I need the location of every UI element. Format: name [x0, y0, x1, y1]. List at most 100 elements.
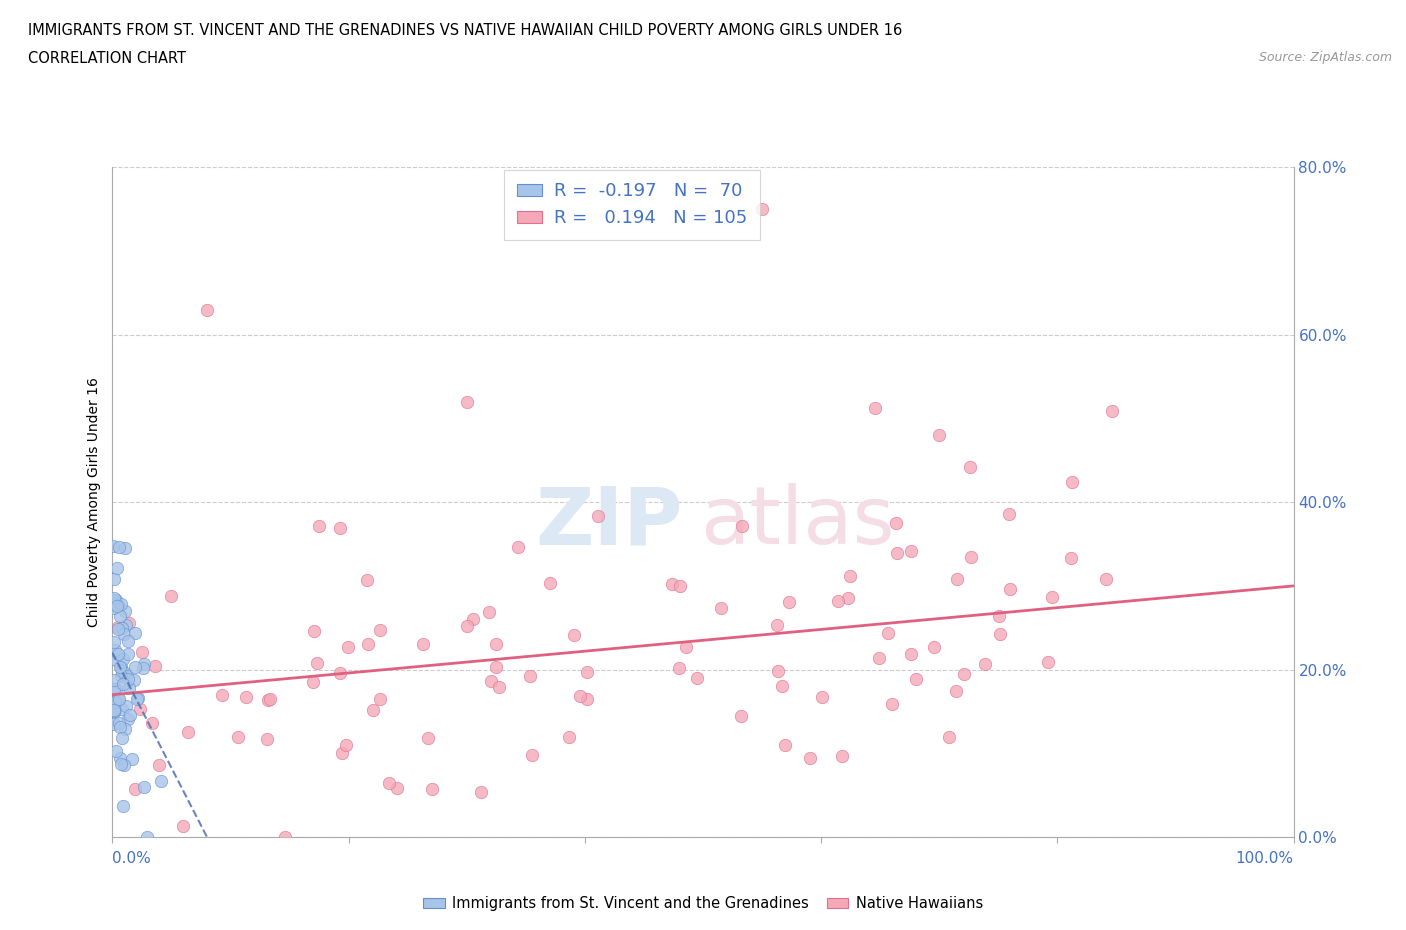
Point — [669, 578, 692, 593]
Point — [127, 692, 149, 707]
Text: CORRELATION CHART: CORRELATION CHART — [28, 51, 186, 66]
Point — [101, 595, 124, 610]
Point — [259, 692, 281, 707]
Point — [108, 608, 131, 623]
Point — [675, 640, 697, 655]
Point — [104, 695, 127, 710]
Text: atlas: atlas — [700, 484, 894, 562]
Point — [838, 569, 860, 584]
Point — [865, 401, 887, 416]
Point — [1038, 655, 1060, 670]
Point — [799, 751, 821, 765]
Point — [103, 571, 125, 586]
Point — [831, 749, 853, 764]
Point — [105, 593, 128, 608]
Point — [479, 673, 502, 688]
Point — [124, 781, 146, 796]
Point — [305, 656, 328, 671]
Point — [960, 550, 983, 565]
Point — [127, 691, 149, 706]
Point — [101, 598, 124, 613]
Point — [195, 302, 218, 317]
Point — [110, 659, 132, 674]
Point — [114, 666, 136, 681]
Y-axis label: Child Poverty Among Girls Under 16: Child Poverty Among Girls Under 16 — [87, 378, 101, 627]
Point — [731, 519, 754, 534]
Point — [575, 664, 598, 679]
Point — [103, 716, 125, 731]
Point — [361, 702, 384, 717]
Point — [105, 682, 128, 697]
Point — [998, 581, 1021, 596]
Point — [337, 639, 360, 654]
Point — [148, 757, 170, 772]
Point — [710, 600, 733, 615]
Point — [114, 604, 136, 618]
Point — [121, 751, 143, 766]
Point — [103, 672, 125, 687]
Point — [837, 591, 859, 605]
Point — [330, 746, 353, 761]
Point — [117, 616, 139, 631]
Point — [357, 636, 380, 651]
Point — [226, 730, 249, 745]
Point — [110, 597, 132, 612]
Point — [868, 650, 890, 665]
Point — [111, 620, 134, 635]
Point — [114, 540, 136, 555]
Point — [412, 637, 434, 652]
Point — [877, 626, 900, 641]
Point — [668, 660, 690, 675]
Point — [488, 679, 510, 694]
Point — [329, 521, 352, 536]
Point — [938, 729, 960, 744]
Point — [575, 692, 598, 707]
Point — [928, 428, 950, 443]
Point — [103, 591, 125, 605]
Point — [108, 660, 131, 675]
Point — [256, 692, 278, 707]
Point — [108, 539, 131, 554]
Point — [111, 731, 134, 746]
Point — [370, 691, 392, 706]
Point — [111, 798, 134, 813]
Point — [114, 722, 136, 737]
Point — [107, 646, 129, 661]
Point — [103, 635, 125, 650]
Point — [335, 737, 357, 752]
Point — [378, 776, 401, 790]
Point — [105, 744, 128, 759]
Point — [470, 785, 492, 800]
Point — [880, 697, 903, 711]
Point — [766, 618, 789, 633]
Point — [356, 573, 378, 588]
Point — [104, 643, 127, 658]
Point — [104, 653, 127, 668]
Point — [301, 674, 323, 689]
Point — [124, 659, 146, 674]
Point — [112, 676, 135, 691]
Point — [922, 639, 945, 654]
Point — [302, 623, 325, 638]
Point — [107, 622, 129, 637]
Point — [110, 720, 132, 735]
Point — [586, 509, 609, 524]
Point — [768, 663, 790, 678]
Point — [132, 657, 155, 671]
Point — [124, 625, 146, 640]
Point — [308, 518, 330, 533]
Point — [661, 577, 683, 591]
Text: 0.0%: 0.0% — [112, 851, 152, 866]
Point — [172, 819, 194, 834]
Point — [418, 730, 440, 745]
Point — [112, 626, 135, 641]
Point — [112, 651, 135, 666]
Point — [456, 618, 478, 633]
Legend: Immigrants from St. Vincent and the Grenadines, Native Hawaiians: Immigrants from St. Vincent and the Gren… — [418, 890, 988, 917]
Point — [117, 671, 139, 686]
Point — [988, 608, 1011, 623]
Point — [111, 702, 134, 717]
Point — [329, 666, 352, 681]
Point — [538, 576, 561, 591]
Point — [568, 688, 591, 703]
